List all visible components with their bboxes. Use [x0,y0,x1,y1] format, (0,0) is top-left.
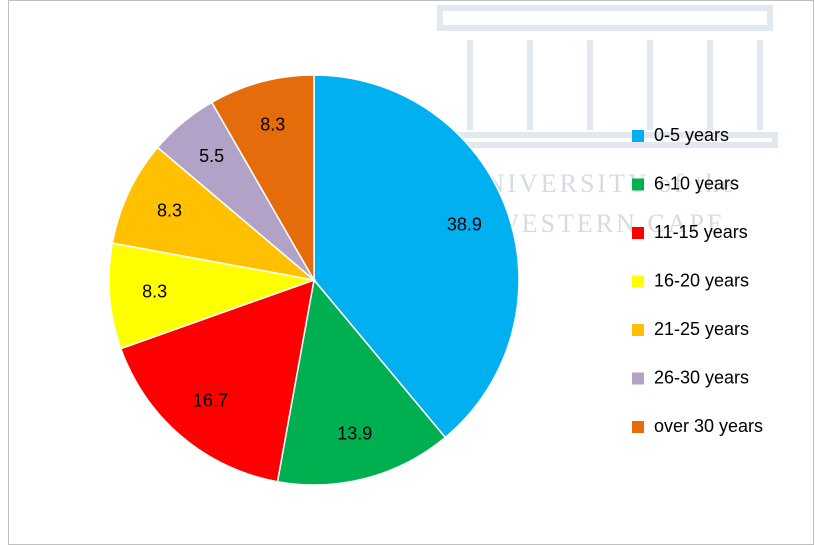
legend-swatch [632,178,644,191]
data-label: 16.7 [193,391,228,411]
watermark-text: UNIVERSITY of the [464,169,736,198]
pie-slice [210,74,315,283]
legend-swatch [632,324,644,336]
pie-slice [108,242,317,350]
legend-label: 11-15 years [654,222,748,242]
data-label: 5.5 [199,146,224,166]
data-label: 38.9 [447,214,482,234]
data-label: 8.3 [157,200,182,220]
data-label: 8.3 [142,282,167,302]
legend-label: 16-20 years [654,270,749,290]
legend-swatch [632,227,644,239]
pie-slice [276,278,447,486]
data-label: 13.9 [337,423,372,443]
watermark-text: WESTERN CAPE [494,209,726,238]
legend-label: 26-30 years [654,367,749,387]
data-label: 8.3 [260,114,285,134]
legend-label: 21-25 years [654,319,749,339]
legend-swatch [632,421,644,433]
legend-swatch [632,275,644,288]
legend-label: 0-5 years [654,125,729,145]
legend-label: over 30 years [654,416,763,436]
pie-slice [111,146,317,282]
legend-label: 6-10 years [654,173,739,193]
legend-swatch [632,372,644,385]
legend-swatch [632,130,644,142]
pie-slice [119,278,315,483]
pie-slice [313,74,520,439]
